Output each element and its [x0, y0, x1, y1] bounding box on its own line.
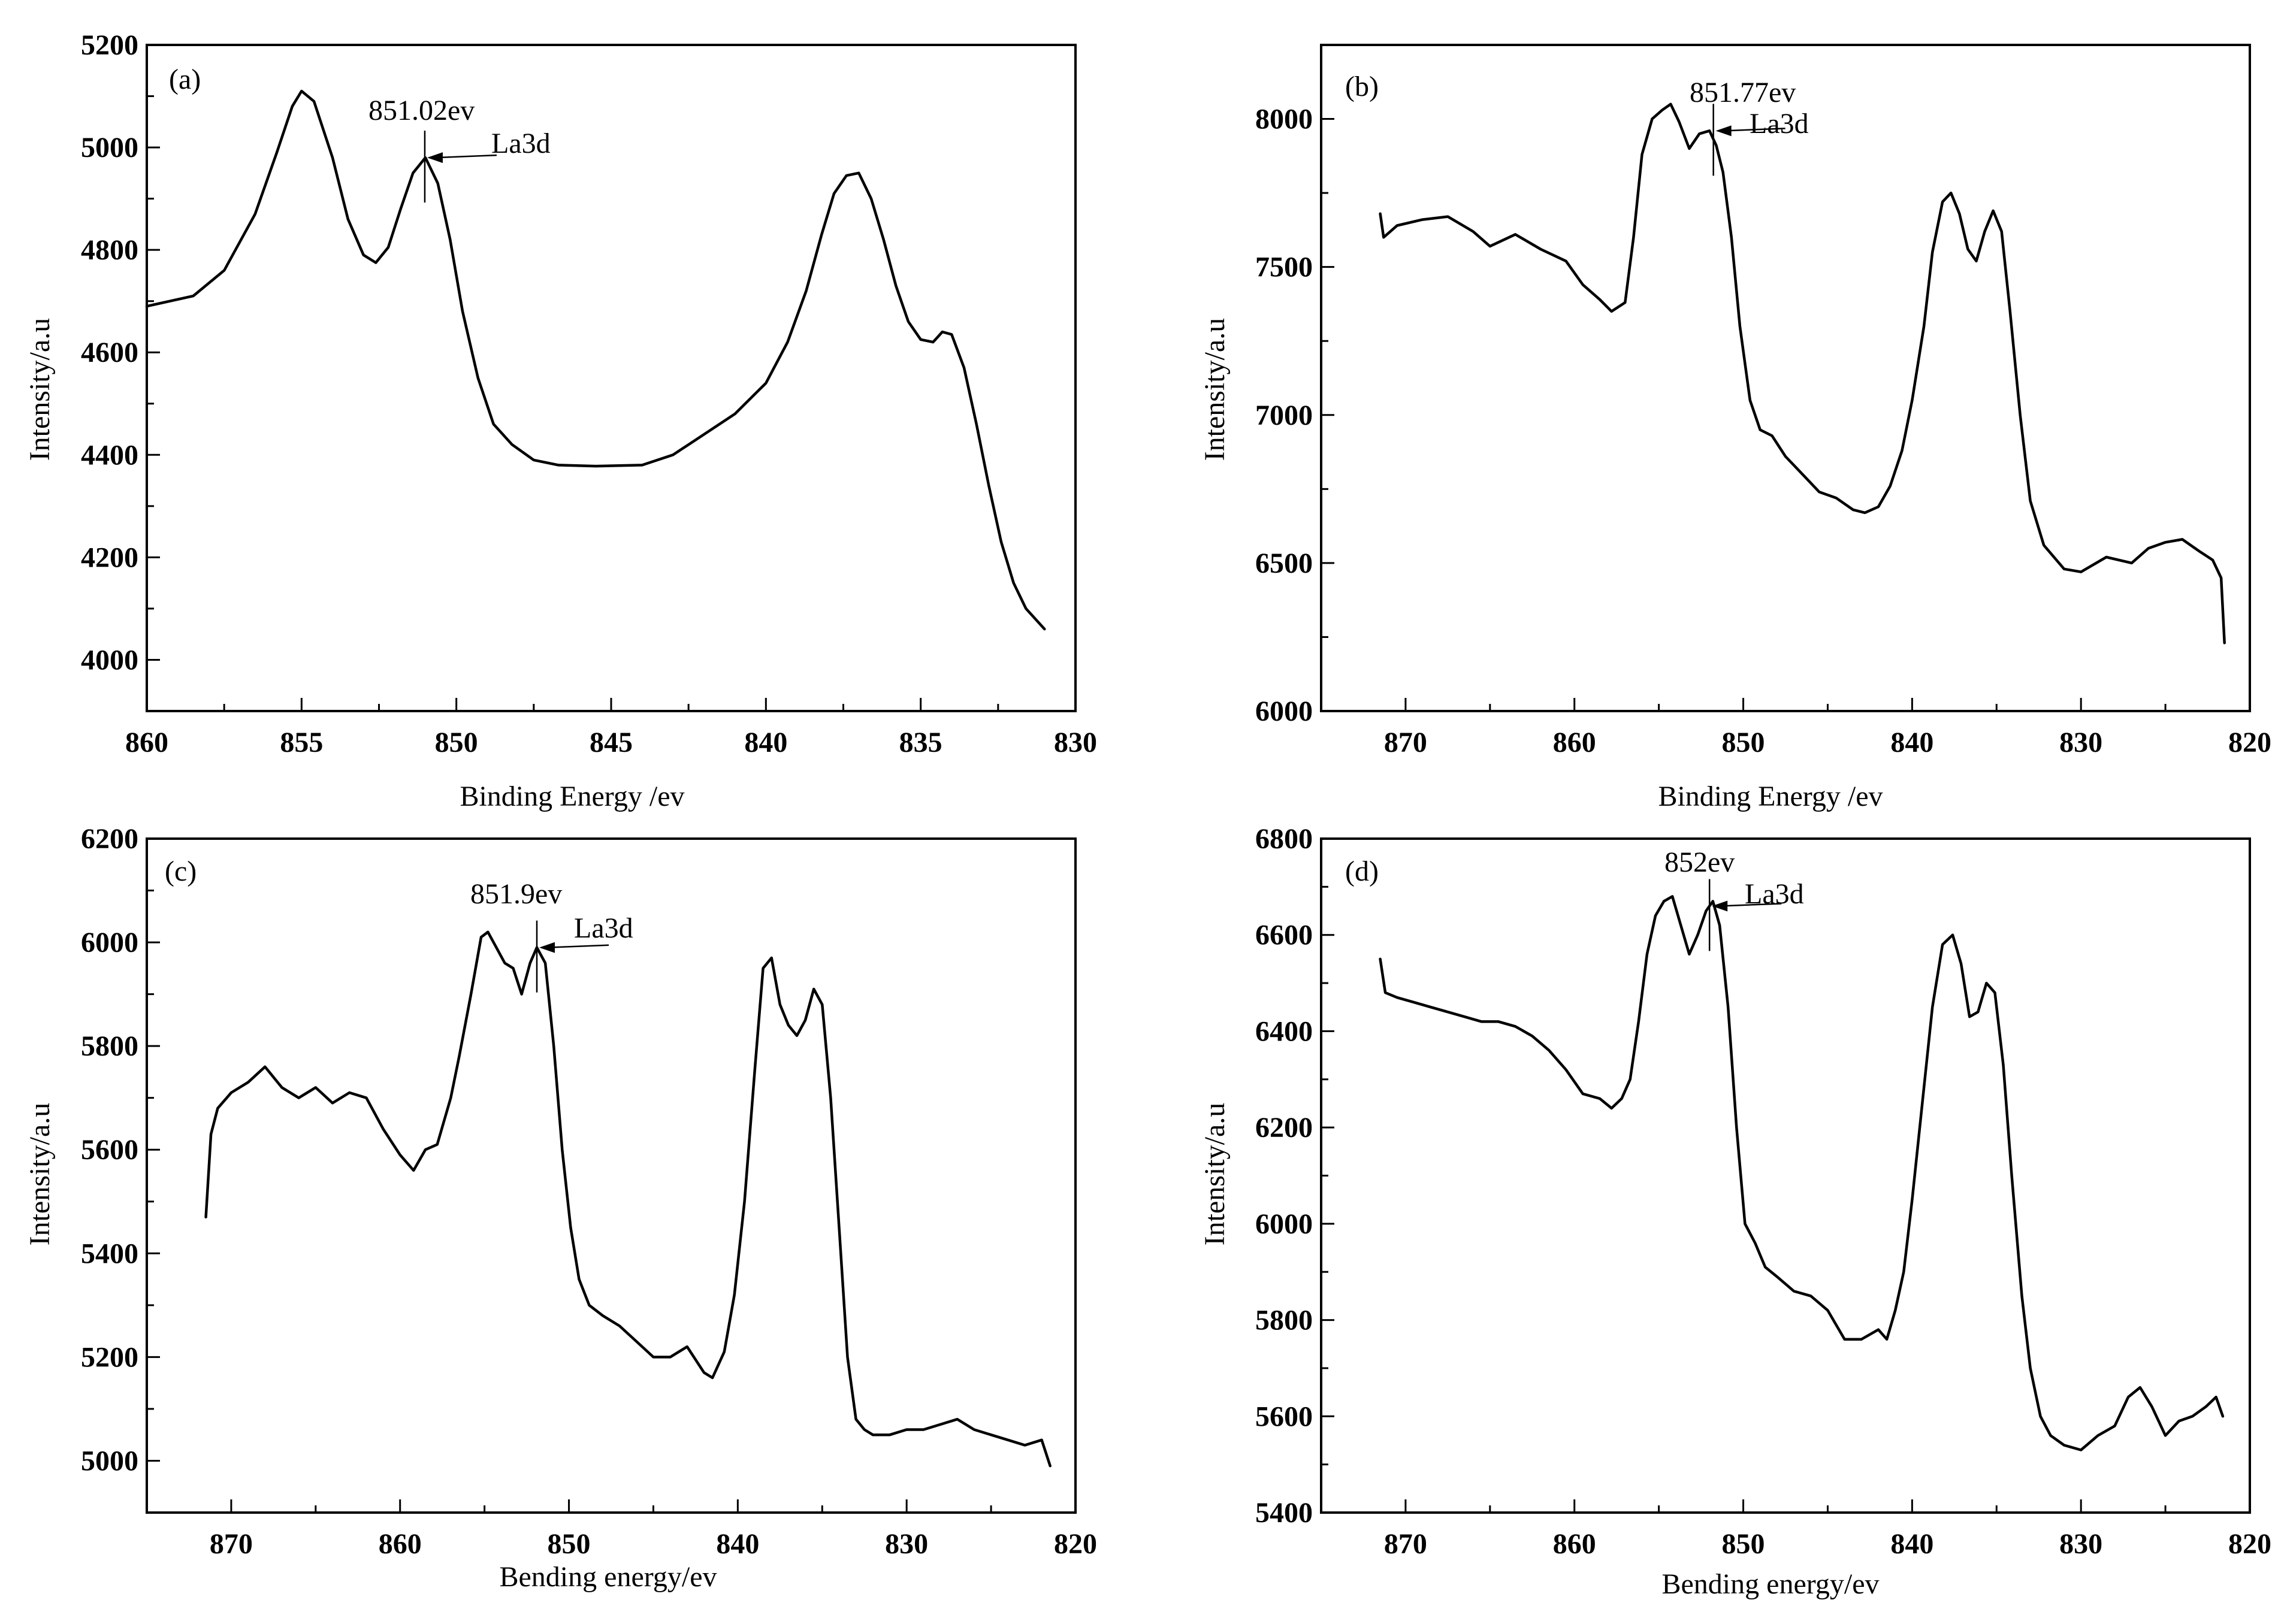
x-tick-label-d: 870	[1384, 1528, 1427, 1560]
y-tick-label-d: 6000	[1255, 1208, 1313, 1240]
series-line-c	[204, 930, 1052, 1468]
x-tick-label-c: 840	[716, 1528, 759, 1560]
annotation-energy-b: 851.77ev	[1690, 77, 1796, 108]
ylabel-a: Intensity/a.u	[24, 318, 56, 461]
x-tick-label-a: 860	[125, 727, 168, 758]
xlabel-d: Bending energy/ev	[1661, 1568, 1879, 1600]
annotation-arrowhead-c	[539, 942, 555, 953]
annotation-energy-d: 852ev	[1664, 846, 1735, 878]
x-tick-label-a: 840	[744, 727, 787, 758]
panel-b: (b) Intensity/a.u Binding Energy /ev 851…	[1199, 44, 2271, 812]
x-tick-label-a: 855	[280, 727, 323, 758]
annotation-la3d-c: La3d	[574, 912, 633, 944]
annotation-energy-a: 851.02ev	[368, 95, 475, 126]
x-tick-label-b: 830	[2059, 727, 2102, 758]
y-tick-label-d: 6400	[1255, 1015, 1313, 1047]
x-tick-label-b: 860	[1553, 727, 1596, 758]
ylabel-b: Intensity/a.u	[1199, 318, 1231, 461]
y-tick-label-a: 5200	[81, 29, 138, 61]
x-tick-label-d: 830	[2059, 1528, 2102, 1560]
panel-c: (c) Intensity/a.u Bending energy/ev 851.…	[24, 823, 1097, 1593]
panel-label-d: (d)	[1345, 855, 1379, 887]
series-line-b	[1379, 102, 2226, 645]
y-tick-label-c: 5000	[81, 1445, 138, 1477]
y-tick-label-c: 5200	[81, 1341, 138, 1373]
xlabel-c: Bending energy/ev	[499, 1561, 717, 1593]
plot-frame-b	[1320, 44, 2251, 712]
x-tick-label-b: 870	[1384, 727, 1427, 758]
annotation-energy-c: 851.9ev	[470, 878, 562, 910]
ylabel-d: Intensity/a.u	[1199, 1103, 1231, 1246]
annotation-arrow-c	[547, 944, 609, 948]
x-tick-label-a: 845	[590, 727, 633, 758]
x-tick-label-d: 860	[1553, 1528, 1596, 1560]
x-tick-label-c: 860	[379, 1528, 422, 1560]
y-tick-label-b: 6000	[1255, 695, 1313, 727]
x-tick-label-a: 830	[1054, 727, 1097, 758]
y-tick-label-b: 8000	[1255, 104, 1313, 135]
y-tick-label-a: 4400	[81, 439, 138, 471]
y-tick-label-c: 5800	[81, 1030, 138, 1062]
y-tick-label-d: 6200	[1255, 1112, 1313, 1144]
x-tick-label-c: 820	[1054, 1528, 1097, 1560]
annotation-arrowhead-d	[1712, 900, 1728, 912]
annotation-la3d-b: La3d	[1750, 108, 1809, 140]
y-tick-label-d: 6600	[1255, 920, 1313, 951]
xlabel-a: Binding Energy /ev	[460, 781, 684, 812]
panel-d: (d) Intensity/a.u Bending energy/ev 852e…	[1199, 823, 2271, 1600]
series-line-d	[1379, 895, 2225, 1451]
x-tick-label-a: 850	[435, 727, 478, 758]
x-tick-label-d: 840	[1890, 1528, 1933, 1560]
x-tick-label-c: 830	[885, 1528, 928, 1560]
x-tick-label-a: 835	[899, 727, 942, 758]
y-tick-label-a: 4600	[81, 337, 138, 368]
x-tick-label-c: 870	[210, 1528, 253, 1560]
y-tick-label-c: 6000	[81, 927, 138, 958]
x-tick-label-b: 840	[1890, 727, 1933, 758]
y-tick-label-a: 4800	[81, 234, 138, 266]
xlabel-b: Binding Energy /ev	[1658, 781, 1883, 812]
y-tick-label-a: 5000	[81, 132, 138, 164]
x-tick-label-d: 820	[2228, 1528, 2271, 1560]
ylabel-c: Intensity/a.u	[24, 1103, 56, 1246]
x-tick-label-d: 850	[1722, 1528, 1765, 1560]
y-tick-label-c: 5400	[81, 1238, 138, 1269]
x-tick-label-c: 850	[548, 1528, 591, 1560]
annotation-arrowhead-a	[427, 152, 443, 164]
y-tick-label-d: 6800	[1255, 823, 1313, 855]
x-tick-label-b: 820	[2228, 727, 2271, 758]
annotation-la3d-a: La3d	[491, 128, 551, 159]
y-tick-label-c: 5600	[81, 1134, 138, 1166]
y-tick-label-d: 5800	[1255, 1305, 1313, 1336]
y-tick-label-d: 5400	[1255, 1497, 1313, 1529]
panel-label-a: (a)	[169, 63, 201, 95]
annotation-arrow-d	[1720, 903, 1782, 907]
x-tick-label-b: 850	[1722, 727, 1765, 758]
annotation-arrow-b	[1724, 128, 1785, 132]
plot-frame-c	[146, 837, 1077, 1514]
series-line-a	[145, 89, 1046, 631]
panel-label-c: (c)	[165, 855, 197, 887]
annotation-arrowhead-b	[1715, 125, 1732, 137]
panel-a: (a) Intensity/a.u Binding Energy /ev 851…	[24, 29, 1097, 812]
panel-label-b: (b)	[1345, 71, 1379, 102]
y-tick-label-b: 6500	[1255, 548, 1313, 579]
y-tick-label-a: 4200	[81, 542, 138, 573]
y-tick-label-a: 4000	[81, 644, 138, 676]
annotation-arrow-a	[435, 154, 497, 159]
y-tick-label-b: 7000	[1255, 400, 1313, 431]
y-tick-label-d: 5600	[1255, 1401, 1313, 1432]
y-tick-label-c: 6200	[81, 823, 138, 855]
y-tick-label-b: 7500	[1255, 252, 1313, 283]
